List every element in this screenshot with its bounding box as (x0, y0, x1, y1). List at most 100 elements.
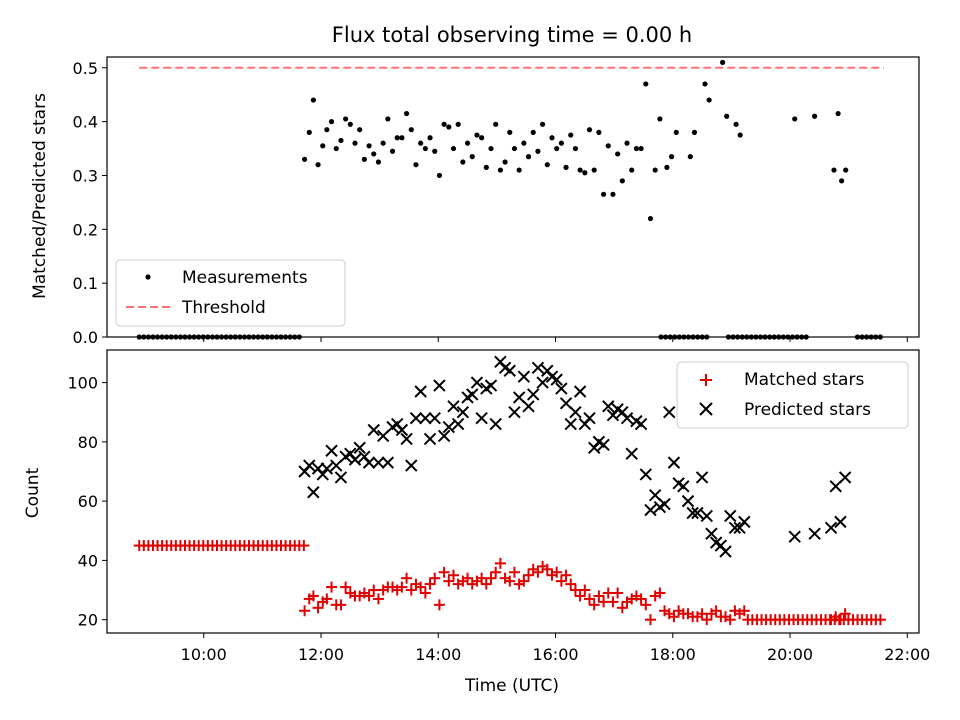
measurement-point (408, 127, 414, 133)
bottom-legend-box (676, 361, 909, 429)
bottom-xtick-label: 22:00 (884, 645, 930, 664)
predicted-star-point (808, 527, 821, 540)
bottom-xlabel: Time (UTC) (464, 676, 559, 696)
measurement-point (792, 116, 798, 122)
measurement-point (724, 113, 730, 119)
measurement-point (507, 129, 513, 135)
measurement-point (366, 143, 372, 149)
matched-star-point (298, 540, 310, 552)
measurement-point (540, 121, 546, 127)
top-ytick-label: 0.2 (73, 220, 98, 239)
predicted-star-point (447, 400, 460, 413)
legend-threshold-label: Threshold (181, 298, 266, 318)
top-ylabel: Matched/Predicted stars (30, 93, 50, 299)
legend-predicted-label: Predicted stars (744, 400, 871, 420)
matched-star-point (523, 569, 535, 581)
measurement-point (591, 167, 597, 173)
measurement-point (427, 135, 433, 141)
predicted-star-point (625, 447, 638, 460)
matched-star-point (839, 608, 851, 620)
bottom-xtick-label: 14:00 (415, 645, 461, 664)
measurement-point (361, 156, 367, 162)
measurement-point (600, 191, 607, 197)
top-legend-box (115, 259, 346, 327)
measurement-point (563, 164, 569, 170)
matched-star-point (433, 599, 445, 611)
predicted-star-point (639, 468, 652, 481)
bottom-xtick-label: 20:00 (767, 645, 813, 664)
matched-star-point (738, 605, 750, 617)
predicted-star-point (508, 406, 521, 419)
predicted-star-point (681, 494, 695, 508)
bottom-ytick-label: 40 (78, 551, 98, 570)
matched-star-point (696, 608, 708, 620)
measurement-point (497, 167, 503, 173)
bottom-panel: Count Time (UTC) 20 40 60 80 100 10:00 12:00 14… (23, 349, 930, 696)
predicted-star-point (536, 376, 549, 389)
measurement-point (375, 159, 382, 165)
matched-star-point (588, 599, 600, 611)
measurement-point (357, 127, 363, 133)
measurement-point (385, 116, 391, 122)
predicted-star-point (442, 420, 456, 434)
measurement-point (577, 167, 583, 173)
predicted-star-point (569, 406, 582, 419)
bottom-xtick-label: 16:00 (532, 645, 578, 664)
top-ytick-label: 0.1 (73, 274, 98, 293)
measurement-point (812, 113, 818, 119)
top-panel: Flux total observing time = 0.00 h Match… (30, 23, 920, 347)
bottom-legend: Matched stars Predicted stars (676, 361, 909, 429)
matched-star-point (598, 596, 610, 608)
matched-star-point (602, 587, 614, 599)
measurement-point (432, 148, 438, 154)
predicted-star-point (555, 382, 568, 395)
matched-star-point (532, 566, 544, 578)
predicted-star-point (400, 432, 413, 446)
measurement-point (687, 154, 693, 160)
predicted-star-point (303, 459, 316, 472)
predicted-star-point (320, 462, 334, 475)
predicted-star-point (433, 379, 446, 392)
measurement-point (464, 140, 471, 146)
predicted-star-point (489, 417, 502, 431)
measurement-point (521, 140, 527, 146)
predicted-star-point (550, 373, 563, 386)
measurement-point (657, 116, 663, 122)
measurement-point (441, 121, 447, 127)
matched-star-point (494, 557, 506, 569)
measurement-point (352, 140, 358, 146)
predicted-star-point (677, 480, 690, 493)
measurement-point (643, 81, 649, 87)
measurement-point (502, 159, 508, 165)
measurement-point (479, 135, 485, 141)
predicted-star-point (367, 423, 380, 437)
matched-star-point (551, 566, 563, 578)
measurement-point (624, 140, 630, 146)
measurement-point (371, 151, 377, 157)
measurement-point (843, 167, 849, 173)
matched-star-point (485, 572, 497, 584)
matched-star-point (462, 572, 474, 584)
measurement-point (835, 110, 841, 117)
measurement-point (733, 121, 739, 127)
matched-star-point (490, 566, 502, 578)
measurement-point (525, 154, 532, 160)
top-ytick-label: 0.5 (73, 59, 98, 78)
matched-star-point (701, 614, 713, 626)
matched-star-point (419, 587, 431, 599)
measurement-point (652, 167, 658, 173)
predicted-star-point (348, 453, 362, 466)
measurement-point (413, 162, 419, 168)
measurement-point (450, 145, 457, 152)
matched-star-point (560, 569, 572, 581)
predicted-star-point (700, 509, 713, 523)
predicted-star-point (428, 411, 441, 425)
measurement-point (629, 167, 635, 173)
chart-title: Flux total observing time = 0.00 h (332, 23, 692, 47)
predicted-star-point (834, 515, 847, 529)
predicted-star-point (362, 456, 376, 469)
measurement-point (338, 137, 344, 144)
matched-star-point (447, 569, 459, 581)
measurement-point (418, 140, 424, 146)
predicted-star-point (405, 459, 418, 472)
